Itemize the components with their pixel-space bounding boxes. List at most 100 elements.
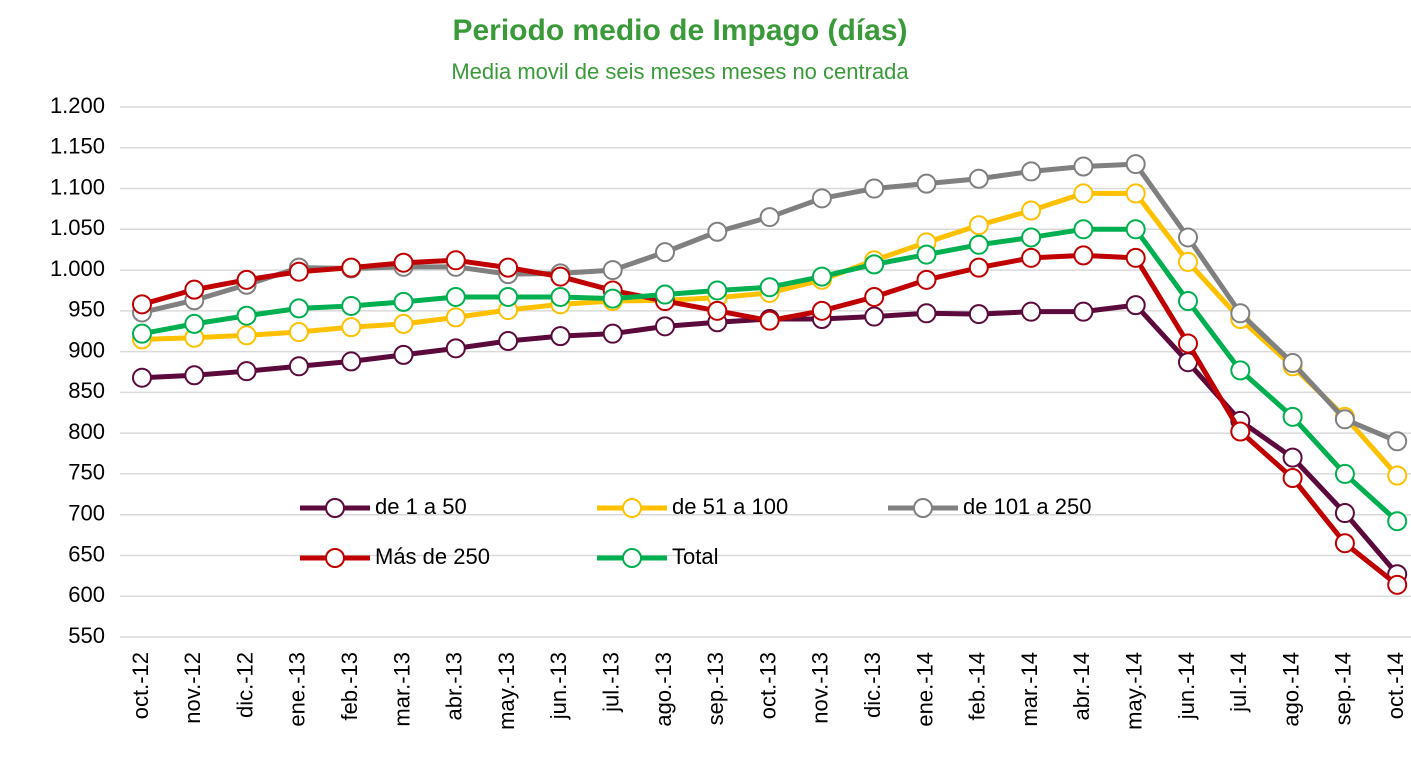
point xyxy=(1021,247,1042,268)
point xyxy=(1387,511,1408,532)
point xyxy=(288,322,309,343)
point xyxy=(759,207,780,228)
point xyxy=(1230,421,1251,442)
chart-subtitle: Media movil de seis meses meses no centr… xyxy=(451,59,909,84)
point xyxy=(1334,463,1355,484)
point xyxy=(288,261,309,282)
point xyxy=(1073,156,1094,177)
y-tick-label: 850 xyxy=(68,378,105,403)
point xyxy=(1334,533,1355,554)
point xyxy=(288,298,309,319)
y-tick-label: 750 xyxy=(68,460,105,485)
legend-label: de 1 a 50 xyxy=(375,494,467,519)
point xyxy=(1334,409,1355,430)
point xyxy=(132,323,152,344)
point xyxy=(811,188,832,209)
x-tick-label: dic.-13 xyxy=(860,652,885,718)
point xyxy=(916,173,937,194)
point xyxy=(393,291,414,312)
point xyxy=(498,331,519,352)
point xyxy=(1125,183,1146,204)
x-tick-label: feb.-14 xyxy=(965,652,990,721)
x-tick-label: abr.-14 xyxy=(1069,652,1094,721)
point xyxy=(707,221,728,242)
x-tick-label: oct.-12 xyxy=(128,652,153,719)
x-tick-label: jul.-14 xyxy=(1226,652,1251,713)
point xyxy=(916,244,937,265)
point xyxy=(1073,219,1094,240)
point xyxy=(550,326,571,347)
legend-marker xyxy=(622,498,642,518)
point xyxy=(236,325,257,346)
point xyxy=(1387,574,1408,595)
x-tick-label: nov.-12 xyxy=(180,652,205,724)
point xyxy=(811,266,832,287)
point xyxy=(236,269,257,290)
point xyxy=(707,300,728,321)
chart-title: Periodo medio de Impago (días) xyxy=(452,14,907,47)
point xyxy=(184,365,205,386)
y-tick-label: 650 xyxy=(68,541,105,566)
x-tick-label: feb.-13 xyxy=(337,652,362,721)
y-tick-label: 1.050 xyxy=(50,215,105,240)
point xyxy=(550,286,571,307)
x-tick-label: oct.-14 xyxy=(1383,652,1408,719)
point xyxy=(393,313,414,334)
point xyxy=(602,288,623,309)
x-tick-label: sep.-13 xyxy=(703,652,728,725)
point xyxy=(236,361,257,382)
point xyxy=(1021,301,1042,322)
point xyxy=(132,367,152,388)
point xyxy=(1282,353,1303,374)
series-line xyxy=(141,302,1400,576)
point xyxy=(759,310,780,331)
point xyxy=(968,234,989,255)
point xyxy=(184,279,205,300)
y-tick-label: 950 xyxy=(68,297,105,322)
point xyxy=(445,338,466,359)
point xyxy=(445,286,466,307)
legend-marker xyxy=(325,548,345,568)
y-tick-label: 1.150 xyxy=(50,134,105,159)
point xyxy=(1125,295,1146,316)
point xyxy=(655,284,675,305)
point xyxy=(916,269,937,290)
point xyxy=(498,257,519,278)
x-tick-label: ago.-13 xyxy=(651,652,676,727)
point xyxy=(968,215,989,236)
y-tick-label: 900 xyxy=(68,337,105,362)
point xyxy=(602,323,623,344)
x-tick-label: ene.-14 xyxy=(912,652,937,727)
point xyxy=(132,294,152,315)
point xyxy=(1178,333,1198,354)
point xyxy=(341,295,362,316)
point xyxy=(1282,468,1303,488)
point xyxy=(602,260,623,281)
legend-marker xyxy=(325,498,345,518)
point xyxy=(1178,227,1198,248)
x-tick-label: jun.-14 xyxy=(1174,652,1199,720)
point xyxy=(1178,291,1198,312)
y-tick-label: 1.100 xyxy=(50,174,105,199)
point xyxy=(864,254,885,275)
point xyxy=(864,306,885,327)
legend-label: de 51 a 100 xyxy=(672,494,788,519)
x-tick-label: jun.-13 xyxy=(546,652,571,720)
point xyxy=(968,168,989,189)
point xyxy=(498,286,519,307)
x-tick-label: oct.-13 xyxy=(755,652,780,719)
x-tick-label: ago.-14 xyxy=(1278,652,1303,727)
x-tick-label: ene.-13 xyxy=(285,652,310,727)
point xyxy=(707,280,728,301)
x-tick-label: may.-13 xyxy=(494,652,519,730)
point xyxy=(1230,303,1251,324)
point xyxy=(811,300,832,321)
y-tick-label: 600 xyxy=(68,582,105,607)
point xyxy=(1282,447,1303,468)
point xyxy=(968,257,989,278)
point xyxy=(341,351,362,372)
x-tick-label: mar.-13 xyxy=(389,652,414,727)
point xyxy=(1073,245,1094,266)
y-tick-label: 550 xyxy=(68,623,105,648)
point xyxy=(1282,406,1303,427)
